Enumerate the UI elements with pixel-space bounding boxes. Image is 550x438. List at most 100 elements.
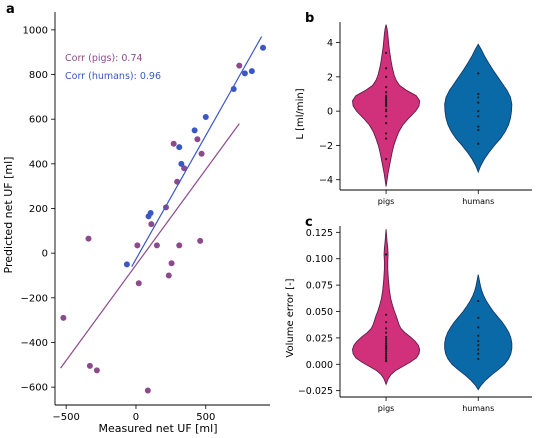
violin-point-pigs (384, 103, 388, 106)
scatter-point-pigs (236, 62, 243, 69)
violin-point-humans (477, 101, 480, 104)
y-axis-label-volume: Volume error [-] (285, 278, 296, 357)
violin-point-humans (477, 344, 480, 347)
violin-plot-area-l (352, 24, 513, 187)
violin-point-pigs (384, 352, 388, 355)
violin-point-pigs (384, 356, 388, 360)
violin-point-pigs (384, 350, 388, 353)
violin-point-humans (477, 92, 480, 96)
scatter-point-pigs (153, 242, 160, 249)
violin-point-pigs (384, 327, 388, 330)
fit-line-pigs (60, 123, 240, 369)
violin-panel-volume: −0.025 0.000 0.025 0.050 0.075 0.100 0.125 pigs… (285, 226, 532, 413)
violin-point-humans (477, 316, 480, 319)
y-tick-label: 800 (29, 70, 48, 81)
violin-point-pigs (384, 99, 388, 102)
y-tick-label: −600 (21, 383, 48, 394)
violin-point-pigs (384, 313, 388, 316)
scatter-point-humans (191, 127, 198, 134)
violin-point-pigs (384, 348, 388, 351)
x-tick-label: −500 (52, 412, 79, 423)
fit-line-humans (131, 36, 263, 267)
y-tick-label: 0 (42, 249, 48, 260)
y-tick-label: −0.025 (298, 386, 333, 397)
scatter-point-pigs (93, 367, 100, 374)
scatter-point-pigs (198, 150, 205, 157)
panel-label-b: b (305, 11, 314, 26)
y-tick-label: 1000 (23, 25, 48, 36)
violin-point-humans (477, 326, 480, 329)
scatter-axes: −500 0 500 −600 −400 −200 0 200 400 600 800 1000 (21, 12, 270, 423)
y-tick-label: −400 (21, 338, 48, 349)
y-tick-label: −4 (319, 175, 333, 186)
violin-point-pigs (384, 108, 388, 111)
violin-point-pigs (384, 320, 388, 324)
y-tick-label: 4 (327, 38, 333, 49)
violin-point-pigs (384, 94, 388, 97)
violin-point-humans (477, 357, 480, 361)
violin-axes-volume: −0.025 0.000 0.025 0.050 0.075 0.100 0.125 pigs… (298, 226, 532, 413)
scatter-point-pigs (168, 260, 175, 267)
violin-point-humans (477, 339, 480, 343)
corr-humans-annotation: Corr (humans): 0.96 (65, 71, 161, 82)
scatter-point-humans (176, 144, 183, 151)
scatter-point-humans (248, 68, 255, 75)
x-axis-label: Measured net UF [ml] (98, 422, 217, 435)
violin-point-humans (477, 96, 480, 99)
violin-point-pigs (384, 122, 388, 125)
y-tick-label: 0.050 (306, 307, 333, 318)
scatter-point-humans (202, 113, 209, 120)
scatter-point-pigs (134, 242, 141, 249)
scatter-panel: −500 0 500 −600 −400 −200 0 200 400 600 800 1000 Co… (2, 12, 270, 435)
x-tick-label: 500 (196, 412, 215, 423)
violin-pigs (352, 229, 421, 386)
violin-point-pigs (384, 337, 388, 341)
violin-point-pigs (384, 137, 388, 140)
violin-point-pigs (384, 115, 388, 118)
violin-point-humans (477, 348, 480, 351)
category-label-humans: humans (462, 197, 494, 206)
x-tick-label: 0 (133, 412, 139, 423)
scatter-point-pigs (176, 242, 183, 249)
y-tick-label: 0 (327, 107, 333, 118)
violin-point-humans (477, 299, 480, 303)
scatter-point-humans (178, 160, 185, 167)
violin-point-pigs (384, 132, 388, 135)
violin-point-humans (477, 110, 480, 113)
scatter-point-pigs (181, 165, 188, 172)
scatter-point-pigs (144, 387, 151, 394)
violin-point-pigs (384, 98, 388, 101)
violin-point-pigs (384, 104, 388, 108)
y-tick-label: 200 (29, 204, 48, 215)
scatter-point-pigs (170, 140, 177, 147)
violin-point-pigs (384, 354, 388, 357)
y-tick-label: 0.025 (306, 333, 333, 344)
scatter-point-humans (147, 209, 154, 216)
violin-point-humans (477, 125, 480, 128)
violin-point-pigs (384, 91, 388, 94)
violin-point-pigs (384, 110, 388, 113)
scatter-point-pigs (85, 235, 92, 242)
violin-point-pigs (384, 339, 388, 343)
y-tick-label: 0.000 (306, 360, 333, 371)
scatter-point-pigs (148, 221, 155, 228)
violin-point-pigs (384, 331, 388, 334)
scatter-point-pigs (165, 272, 172, 279)
violin-point-pigs (384, 75, 388, 78)
y-tick-label: −2 (319, 141, 333, 152)
scatter-point-pigs (194, 136, 201, 143)
scatter-point-pigs (60, 314, 67, 321)
scatter-point-humans (230, 86, 237, 93)
violin-humans (444, 43, 513, 174)
violin-point-pigs (384, 86, 388, 89)
y-tick-label: 600 (29, 115, 48, 126)
y-tick-label: 0.100 (306, 254, 333, 265)
corr-pigs-annotation: Corr (pigs): 0.74 (65, 53, 143, 64)
y-tick-label: −200 (21, 293, 48, 304)
violin-point-humans (477, 115, 480, 118)
scatter-point-pigs (86, 362, 93, 369)
y-tick-label: 400 (29, 159, 48, 170)
scatter-plot-area (60, 36, 267, 394)
scatter-point-pigs (135, 280, 142, 287)
